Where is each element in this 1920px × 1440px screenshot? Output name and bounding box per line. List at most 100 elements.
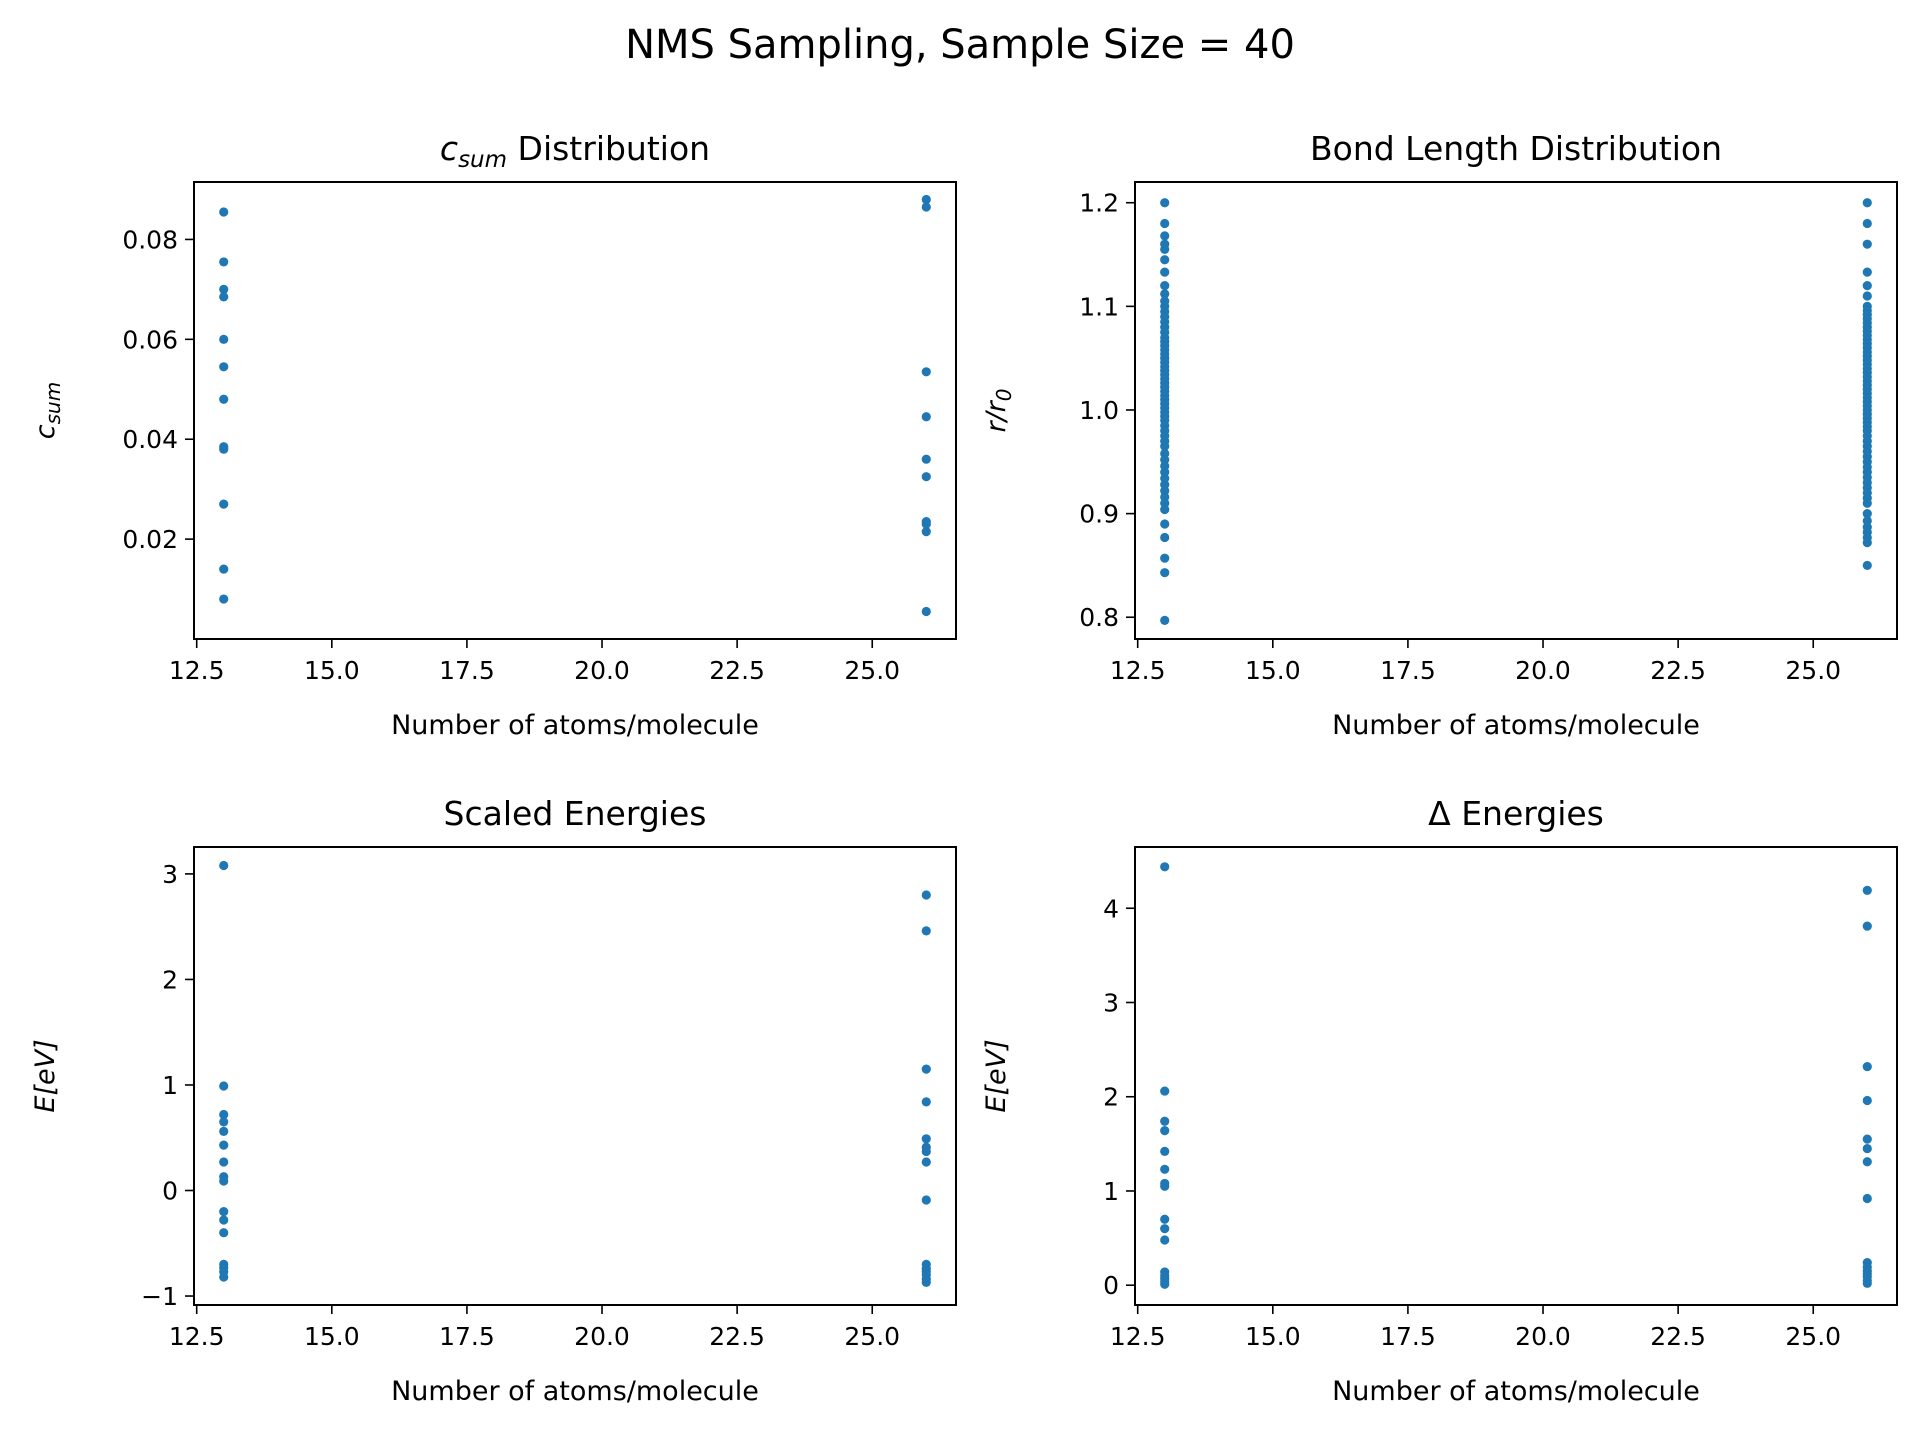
scatter-point xyxy=(921,1097,931,1107)
scatter-point xyxy=(1160,218,1170,229)
y-label-subscript: sum xyxy=(41,382,65,425)
axes-frame xyxy=(1134,846,1898,1306)
scatter-point xyxy=(1160,1086,1170,1096)
axes-frame xyxy=(193,181,957,640)
y-tick-label: 3 xyxy=(1103,988,1119,1017)
y-tick-label: 1.0 xyxy=(1079,396,1119,425)
scatter-point xyxy=(921,1134,931,1144)
scatter-point xyxy=(921,412,931,422)
scatter-point xyxy=(219,594,229,604)
scatter-point xyxy=(219,1109,229,1120)
y-tick-label: 1 xyxy=(162,1071,178,1100)
scatter-point xyxy=(1160,244,1170,254)
scatter-point xyxy=(921,1277,931,1287)
scatter-point xyxy=(921,454,931,464)
scatter-point xyxy=(1160,1164,1170,1174)
scatter-point xyxy=(921,472,931,482)
scatter-point xyxy=(921,606,931,617)
y-tick-label: 1.2 xyxy=(1079,189,1119,218)
x-tick-label: 12.5 xyxy=(169,656,225,685)
title-subscript: sum xyxy=(458,147,507,173)
scatter-point xyxy=(219,334,229,344)
title-rest: Distribution xyxy=(507,129,710,168)
scatter-point xyxy=(1862,1134,1872,1144)
scatter-point xyxy=(1862,281,1872,291)
scatter-point xyxy=(921,1157,931,1167)
scatter-point xyxy=(1160,1146,1170,1156)
scatter-point xyxy=(921,194,931,205)
scatter-point xyxy=(219,1117,229,1127)
y-tick-label: 3 xyxy=(162,860,178,889)
scatter-point xyxy=(1160,1116,1170,1126)
y-tick-label: 0.9 xyxy=(1079,500,1119,529)
x-tick-label: 22.5 xyxy=(1650,656,1706,685)
scatter-point xyxy=(219,1207,229,1217)
x-tick-label: 25.0 xyxy=(1785,656,1841,685)
x-tick-label: 12.5 xyxy=(169,1322,225,1351)
subplot-title: Scaled Energies xyxy=(444,794,707,833)
y-tick-label: 2 xyxy=(162,965,178,994)
subplot-title: csum Distribution xyxy=(440,129,710,173)
scatter-point xyxy=(1160,519,1170,529)
y-tick-label: 0.8 xyxy=(1079,603,1119,632)
scatter-point xyxy=(1160,615,1170,625)
scatter-point xyxy=(219,362,229,372)
scatter-point xyxy=(1160,1279,1170,1289)
scatter-point xyxy=(1160,1235,1170,1245)
x-tick-label: 20.0 xyxy=(574,656,630,685)
scatter-point xyxy=(219,1140,229,1150)
x-tick-label: 15.0 xyxy=(1245,656,1301,685)
scatter-point xyxy=(219,257,229,267)
y-label-main: c xyxy=(30,424,61,439)
x-tick-label: 22.5 xyxy=(709,656,765,685)
scatter-point xyxy=(921,202,931,212)
x-axis-label: Number of atoms/molecule xyxy=(391,710,759,741)
x-axis-label: Number of atoms/molecule xyxy=(1332,710,1700,741)
x-tick-label: 15.0 xyxy=(1245,1322,1301,1351)
scatter-point xyxy=(219,284,229,294)
x-tick-label: 17.5 xyxy=(439,1322,495,1351)
scatter-point xyxy=(921,1146,931,1157)
scatter-point xyxy=(219,1126,229,1137)
scatter-point xyxy=(1862,560,1872,571)
scatter-point xyxy=(1160,441,1170,451)
scatter-point xyxy=(1160,1214,1170,1224)
x-tick-label: 25.0 xyxy=(844,656,900,685)
scatter-point xyxy=(921,1195,931,1205)
scatter-point xyxy=(1862,885,1872,895)
scatter-point xyxy=(219,394,229,404)
scatter-point xyxy=(1862,198,1872,208)
x-tick-label: 17.5 xyxy=(439,656,495,685)
scatter-point xyxy=(921,367,931,377)
y-label-subscript: 0 xyxy=(992,388,1016,401)
scatter-point xyxy=(219,1228,229,1238)
scatter-point xyxy=(1160,267,1170,277)
y-tick-label: −1 xyxy=(141,1282,178,1311)
scatter-point xyxy=(219,860,229,871)
scatter-point xyxy=(219,1176,229,1186)
subplot-4: 12.5 15.0 17.5 20.0 22.5 25.0 0 1 2 3 4 Δ Energies N… xyxy=(981,794,1898,1407)
scatter-point xyxy=(1160,289,1170,299)
scatter-point xyxy=(219,292,229,302)
x-tick-label: 17.5 xyxy=(1380,1322,1436,1351)
scatter-point xyxy=(1862,267,1872,277)
y-tick-label: 0 xyxy=(162,1177,178,1206)
subplot-3: 12.5 15.0 17.5 20.0 22.5 25.0 −1 0 1 2 3 Scaled Ene… xyxy=(30,794,957,1407)
scatter-point xyxy=(1862,1095,1872,1106)
subplot-1: 12.5 15.0 17.5 20.0 22.5 25.0 0.02 0.04 0.06 0.08… xyxy=(30,129,957,741)
y-tick-label: 0.08 xyxy=(122,225,178,254)
axes-frame xyxy=(1134,181,1898,640)
scatter-point xyxy=(1862,921,1872,931)
scatter-point xyxy=(1160,198,1170,208)
scatter-point xyxy=(1862,509,1872,519)
scatter-point xyxy=(219,1215,229,1225)
title-symbol: c xyxy=(440,129,458,168)
y-label-main: E[eV] xyxy=(30,1039,61,1112)
scatter-point xyxy=(219,564,229,574)
x-tick-label: 15.0 xyxy=(304,1322,360,1351)
y-axis-label: E[eV] xyxy=(981,1039,1012,1112)
scatter-point xyxy=(219,1081,229,1091)
subplot-2: 12.5 15.0 17.5 20.0 22.5 25.0 0.8 0.9 1.0 1.1 1.2 B… xyxy=(981,129,1898,741)
scatter-point xyxy=(1160,1126,1170,1136)
x-tick-label: 15.0 xyxy=(304,656,360,685)
